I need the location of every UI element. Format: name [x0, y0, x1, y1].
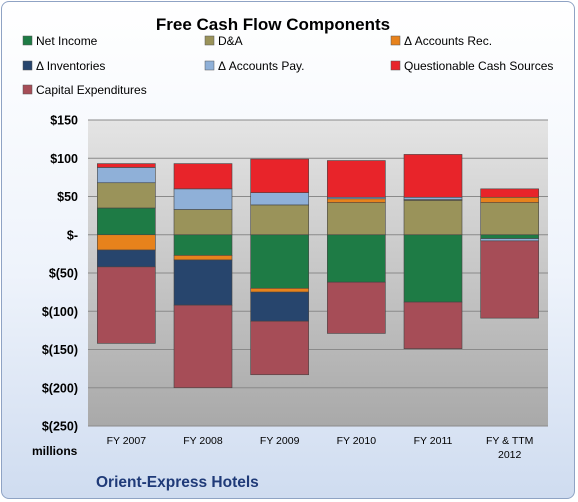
bar-questionable-cash-sources	[250, 158, 309, 193]
legend-label: Δ Accounts Pay.	[218, 59, 305, 73]
bar-questionable-cash-sources	[97, 163, 156, 168]
x-axis: FY 2007 FY 2008 FY 2009 FY 2010 FY 2011 FY & …	[107, 435, 534, 461]
unit-label: millions	[32, 444, 78, 458]
bar-accounts-pay	[97, 167, 156, 184]
y-tick-label: $(250)	[42, 420, 78, 434]
bar-capital-expenditures	[97, 266, 156, 344]
legend-item-accounts-pay: Δ Accounts Pay.	[204, 59, 305, 73]
x-tick-label: FY & TTM	[486, 435, 533, 447]
y-tick-label: $(50)	[49, 267, 78, 281]
legend-label: Net Income	[36, 34, 98, 48]
legend-item-questionable-cash-sources: Questionable Cash Sources	[390, 59, 553, 73]
x-tick-label: FY 2011	[414, 435, 453, 447]
bar-net-income	[403, 234, 463, 303]
legend-swatch	[22, 60, 33, 71]
bar-net-income	[173, 234, 233, 256]
bar-d-a	[480, 202, 539, 236]
x-tick-label: FY 2008	[183, 435, 223, 447]
bar-d-a	[173, 209, 233, 236]
legend-swatch	[390, 35, 401, 46]
legend-item-d-a: D&A	[204, 34, 243, 48]
bar-accounts-rec	[97, 234, 156, 251]
bar-questionable-cash-sources	[403, 154, 463, 198]
y-tick-label: $-	[67, 228, 78, 242]
legend-item-capital-expenditures: Capital Expenditures	[22, 83, 147, 97]
bar-accounts-pay	[480, 238, 539, 242]
legend-label: Δ Inventories	[36, 59, 105, 73]
legend-swatch	[204, 60, 215, 71]
legend-swatch	[22, 35, 33, 46]
x-tick-label: FY 2009	[260, 435, 300, 447]
bar-capital-expenditures	[250, 320, 309, 376]
y-tick-label: $(200)	[42, 381, 78, 395]
legend-swatch	[22, 84, 33, 95]
bar-d-a	[403, 200, 463, 236]
x-tick-label: FY 2010	[337, 435, 377, 447]
legend-swatch	[204, 35, 215, 46]
y-axis: $150 $100 $50 $- $(50) $(100) $(150) $(200) $(25…	[42, 114, 78, 434]
legend-item-accounts-rec: Δ Accounts Rec.	[390, 34, 492, 48]
legend: Net Income D&A Δ Accounts Rec. Δ Inventorie…	[22, 34, 553, 97]
gridlines	[88, 119, 548, 427]
legend-label: Δ Accounts Rec.	[404, 34, 492, 48]
bar-inventories	[250, 291, 309, 322]
chart-title: Free Cash Flow Components	[156, 15, 390, 34]
bar-d-a	[327, 202, 386, 236]
bar-capital-expenditures	[480, 240, 539, 319]
bar-net-income	[97, 207, 156, 236]
bar-accounts-pay	[250, 192, 309, 206]
bar-net-income	[480, 234, 539, 239]
y-tick-label: $100	[50, 152, 78, 166]
x-tick-label: FY 2007	[107, 435, 147, 447]
bar-net-income	[250, 234, 309, 289]
bar-capital-expenditures	[403, 301, 463, 350]
bar-accounts-rec	[250, 287, 309, 293]
x-tick-label: 2012	[498, 449, 522, 461]
bar-accounts-rec	[173, 255, 233, 261]
bar-net-income	[327, 234, 386, 283]
legend-label: Capital Expenditures	[36, 83, 147, 97]
bar-accounts-rec	[480, 196, 539, 203]
bar-accounts-pay	[403, 196, 463, 200]
bar-questionable-cash-sources	[327, 160, 386, 198]
company-name: Orient-Express Hotels	[96, 474, 259, 491]
legend-label: Questionable Cash Sources	[404, 59, 553, 73]
bars	[97, 154, 539, 389]
legend-swatch	[390, 60, 401, 71]
bar-d-a	[250, 204, 309, 236]
bar-questionable-cash-sources	[173, 163, 233, 190]
legend-item-net-income: Net Income	[22, 34, 98, 48]
bar-accounts-rec	[327, 198, 386, 203]
bar-questionable-cash-sources	[480, 188, 539, 198]
bar-d-a	[97, 182, 156, 209]
legend-item-inventories: Δ Inventories	[22, 59, 105, 73]
bar-inventories	[97, 249, 156, 268]
bar-capital-expenditures	[327, 281, 386, 334]
y-tick-label: $150	[50, 114, 78, 128]
bar-capital-expenditures	[173, 304, 233, 389]
bar-inventories	[173, 259, 233, 306]
y-tick-label: $(150)	[42, 343, 78, 357]
bar-accounts-pay	[173, 188, 233, 210]
legend-label: D&A	[218, 34, 243, 48]
y-tick-label: $(100)	[42, 305, 78, 319]
y-tick-label: $50	[57, 190, 78, 204]
